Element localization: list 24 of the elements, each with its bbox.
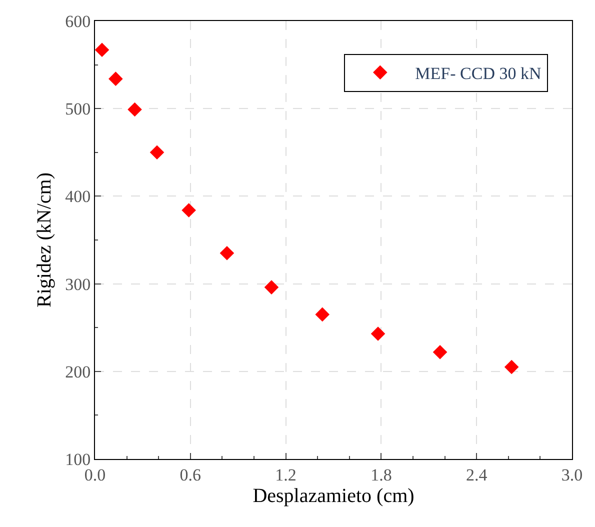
x-tick-label: 3.0 bbox=[561, 465, 583, 484]
point bbox=[264, 280, 279, 294]
x-tick-label: 2.4 bbox=[466, 465, 488, 484]
y-tick-label: 300 bbox=[65, 274, 91, 294]
y-tick-label: 200 bbox=[65, 362, 91, 382]
x-axis-title: Desplazamieto (cm) bbox=[252, 484, 414, 507]
point bbox=[432, 344, 448, 360]
point bbox=[220, 246, 234, 260]
point bbox=[128, 102, 142, 117]
x-tick-label: 0.6 bbox=[180, 465, 202, 484]
y-tick-label: 400 bbox=[65, 187, 91, 206]
legend-label: MEF- CCD 30 kN bbox=[415, 64, 542, 84]
y-tick-label: 500 bbox=[65, 100, 91, 119]
point bbox=[95, 42, 110, 58]
x-tick-label: 1.8 bbox=[370, 465, 392, 484]
point bbox=[108, 72, 123, 86]
y-tick-label: 600 bbox=[65, 12, 91, 31]
point bbox=[150, 145, 164, 160]
point bbox=[504, 360, 519, 374]
x-tick-label: 1.2 bbox=[275, 465, 296, 484]
point bbox=[370, 326, 386, 341]
point bbox=[182, 203, 196, 218]
point bbox=[315, 307, 330, 322]
y-axis-title: Rigidez (kN/cm) bbox=[34, 172, 56, 308]
